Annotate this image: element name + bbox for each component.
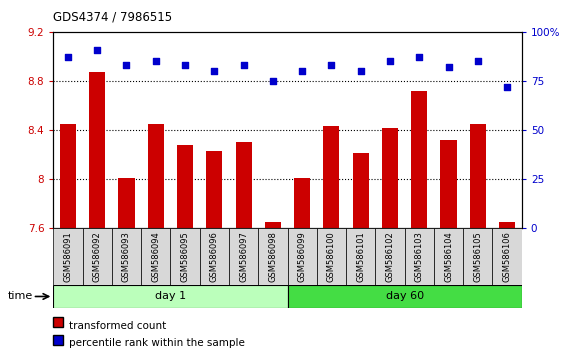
Bar (499, 222, 515, 228)
Text: GSM586101: GSM586101 (356, 231, 365, 282)
Text: GSM586106: GSM586106 (503, 231, 512, 282)
Bar (404, 228, 434, 285)
Text: GSM586102: GSM586102 (385, 231, 394, 282)
Bar (229, 228, 258, 285)
Text: GDS4374 / 7986515: GDS4374 / 7986515 (53, 10, 172, 23)
Bar (82, 228, 112, 285)
Text: GSM586092: GSM586092 (93, 231, 102, 282)
Bar (294, 178, 310, 228)
Bar (206, 151, 222, 228)
Bar (53, 285, 287, 308)
Point (181, 62, 190, 68)
Point (356, 68, 365, 74)
Bar (411, 91, 427, 228)
Text: transformed count: transformed count (69, 321, 166, 331)
Bar (200, 228, 229, 285)
Bar (148, 124, 164, 228)
Point (503, 84, 512, 90)
Point (298, 68, 307, 74)
Bar (53, 228, 82, 285)
Point (473, 58, 482, 64)
Text: GSM586096: GSM586096 (210, 231, 219, 282)
Point (122, 62, 131, 68)
Bar (470, 124, 486, 228)
Text: GSM586097: GSM586097 (239, 231, 248, 282)
Bar (118, 178, 135, 228)
Bar (346, 228, 375, 285)
Bar (112, 228, 141, 285)
Bar (265, 222, 281, 228)
Point (210, 68, 219, 74)
Bar (382, 128, 398, 228)
Text: percentile rank within the sample: percentile rank within the sample (69, 338, 245, 348)
Point (151, 58, 160, 64)
Bar (89, 72, 105, 228)
Point (415, 55, 424, 60)
Bar (141, 228, 171, 285)
Bar (375, 228, 404, 285)
Bar (493, 228, 522, 285)
Text: day 1: day 1 (155, 291, 186, 302)
Bar (434, 228, 463, 285)
Bar (236, 142, 252, 228)
Bar (353, 153, 369, 228)
Text: GSM586091: GSM586091 (63, 231, 72, 282)
Text: GSM586099: GSM586099 (298, 231, 307, 282)
Bar (258, 228, 287, 285)
Text: GSM586094: GSM586094 (151, 231, 160, 282)
Point (268, 78, 277, 84)
Text: GSM586093: GSM586093 (122, 231, 131, 282)
Bar (323, 126, 339, 228)
Text: GSM586098: GSM586098 (268, 231, 277, 282)
Bar (177, 145, 193, 228)
Text: GSM586103: GSM586103 (415, 231, 424, 282)
Text: day 60: day 60 (385, 291, 424, 302)
Bar (60, 124, 76, 228)
Text: time: time (7, 291, 33, 301)
Point (327, 62, 336, 68)
Bar (463, 228, 493, 285)
Bar (287, 228, 317, 285)
Bar (317, 228, 346, 285)
Bar (287, 285, 522, 308)
Point (63, 55, 72, 60)
Text: GSM586105: GSM586105 (473, 231, 482, 282)
Bar (440, 140, 457, 228)
Point (239, 62, 248, 68)
Point (444, 64, 453, 70)
Point (93, 47, 102, 52)
Point (385, 58, 394, 64)
Text: GSM586100: GSM586100 (327, 231, 336, 282)
Text: GSM586095: GSM586095 (181, 231, 190, 282)
Text: GSM586104: GSM586104 (444, 231, 453, 282)
Bar (171, 228, 200, 285)
